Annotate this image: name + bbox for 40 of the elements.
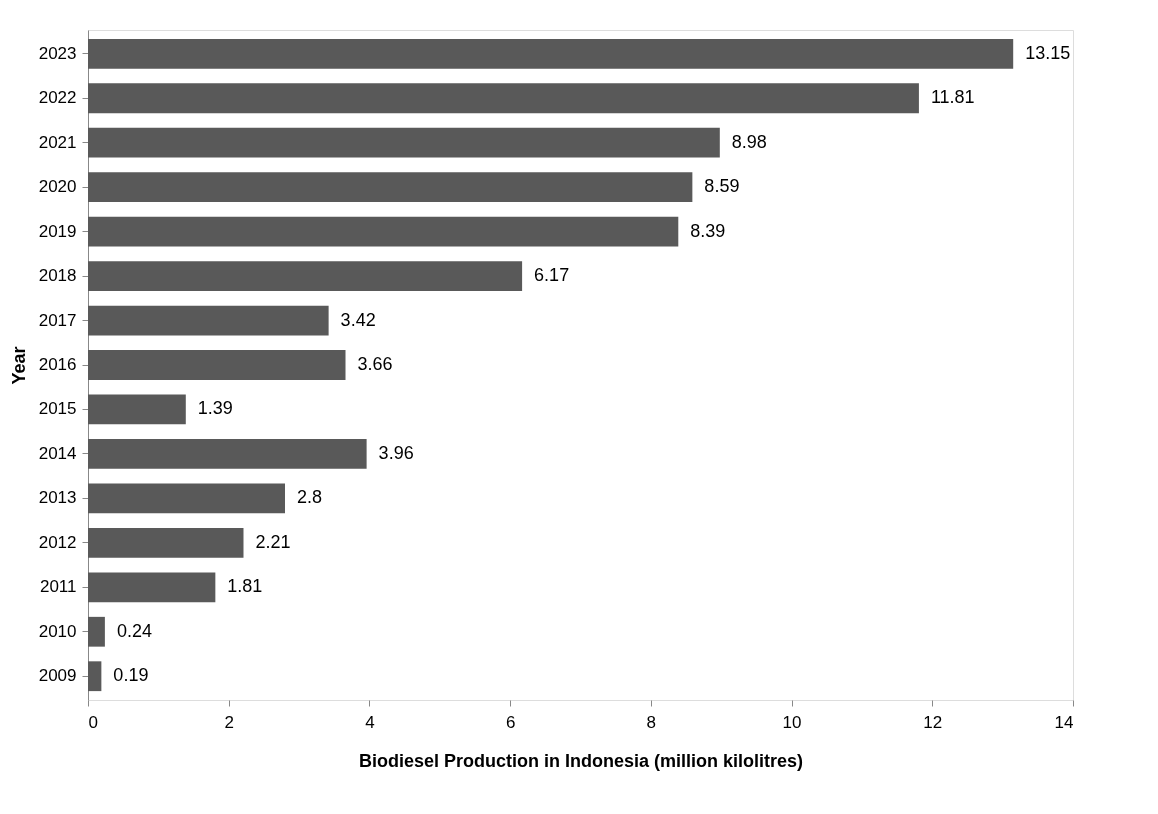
x-tick-label: 6 — [505, 712, 516, 732]
y-tick-label: 2012 — [38, 532, 77, 552]
y-tick-label: 2019 — [38, 221, 77, 241]
x-tick-label: 10 — [782, 712, 802, 732]
y-tick-label: 2022 — [38, 88, 77, 108]
data-label: 3.42 — [340, 309, 376, 330]
y-tick-label: 2017 — [38, 310, 77, 330]
y-tick-label: 2020 — [38, 177, 77, 197]
y-tick-label: 2013 — [38, 488, 77, 508]
data-label: 8.39 — [690, 220, 726, 241]
y-tick-label: 2015 — [38, 399, 77, 419]
data-label: 3.96 — [378, 442, 414, 463]
data-label: 8.98 — [731, 131, 767, 152]
data-label: 3.66 — [357, 354, 393, 374]
x-tick-label: 14 — [1054, 712, 1074, 732]
y-tick-label: 2011 — [39, 577, 77, 597]
data-label: 1.39 — [197, 398, 233, 419]
y-tick-label: 2009 — [38, 666, 77, 686]
x-tick-label: 12 — [923, 712, 943, 732]
data-label: 2.8 — [297, 487, 323, 508]
data-label: 11.81 — [930, 87, 975, 108]
data-label: 2.21 — [255, 531, 291, 552]
y-axis-title: Year — [8, 346, 29, 385]
x-axis-title: Biodiesel Production in Indonesia (million kilolitres) — [358, 750, 804, 771]
y-tick-label: 2010 — [38, 621, 77, 641]
y-tick-label: 2021 — [38, 132, 77, 152]
x-tick-label: 0 — [88, 712, 98, 732]
x-tick-label: 8 — [646, 712, 657, 732]
data-label: 13.15 — [1025, 42, 1071, 63]
y-tick-label: 2016 — [38, 355, 77, 374]
data-label: 1.81 — [227, 576, 263, 597]
x-tick-label: 4 — [365, 712, 375, 732]
y-tick-label: 2018 — [38, 266, 77, 286]
data-label: 0.19 — [113, 665, 149, 686]
data-label: 6.17 — [534, 265, 570, 286]
data-label: 8.59 — [704, 176, 740, 197]
y-tick-label: 2023 — [38, 43, 77, 63]
y-tick-label: 2014 — [38, 443, 77, 463]
x-tick-label: 2 — [224, 712, 234, 732]
data-label: 0.24 — [116, 620, 152, 641]
